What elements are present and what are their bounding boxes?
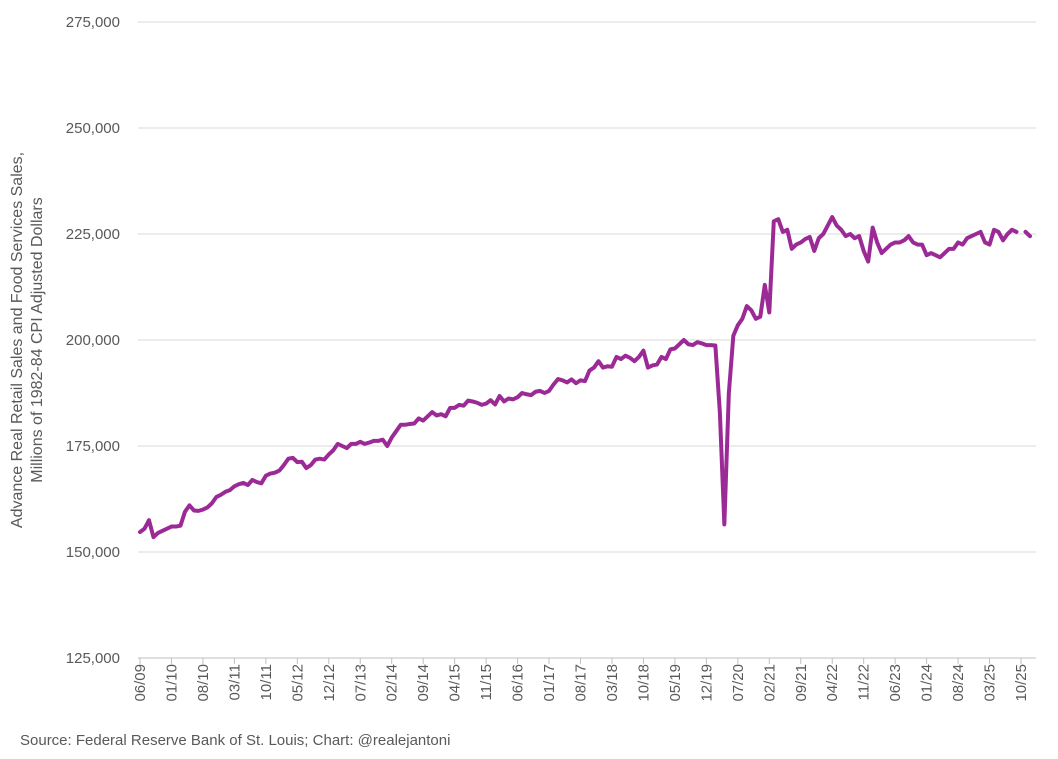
x-tick-label: 06/16	[510, 664, 527, 702]
x-tick-label: 11/22	[856, 664, 873, 700]
x-tick-label: 10/25	[1013, 664, 1030, 702]
x-tick-label: 12/12	[321, 664, 338, 702]
y-tick-label: 150,000	[66, 544, 120, 561]
x-tick-label: 10/11	[258, 664, 275, 700]
x-tick-label: 06/09	[132, 664, 149, 702]
x-tick-label: 09/21	[793, 664, 810, 702]
y-tick-label: 200,000	[66, 332, 120, 349]
y-tick-label: 250,000	[66, 120, 120, 137]
x-tick-label: 01/24	[919, 664, 936, 702]
x-tick-label: 08/17	[573, 664, 590, 702]
x-tick-label: 01/17	[541, 664, 558, 702]
source-note: Source: Federal Reserve Bank of St. Loui…	[20, 732, 450, 749]
y-tick-label: 175,000	[66, 438, 120, 455]
y-tick-label: 225,000	[66, 226, 120, 243]
x-tick-label: 03/18	[604, 664, 621, 702]
x-tick-label: 04/15	[447, 664, 464, 702]
x-tick-label: 03/11	[226, 664, 243, 700]
x-tick-label: 08/24	[950, 664, 967, 702]
y-axis-label: Advance Real Retail Sales and Food Servi…	[9, 152, 26, 528]
data-line	[138, 215, 1032, 540]
x-tick-label: 05/12	[289, 664, 306, 702]
x-tick-label: 04/22	[824, 664, 841, 702]
x-tick-label: 12/19	[698, 664, 715, 702]
y-tick-label: 125,000	[66, 650, 120, 667]
y-tick-label: 275,000	[66, 14, 120, 31]
x-tick-label: 03/25	[982, 664, 999, 702]
x-tick-label: 06/23	[887, 664, 904, 702]
x-tick-label: 10/18	[635, 664, 652, 702]
y-axis-label: Millions of 1982-84 CPI Adjusted Dollars	[29, 197, 46, 482]
x-tick-label: 08/10	[195, 664, 212, 702]
x-tick-label: 02/14	[384, 664, 401, 702]
x-tick-label: 11/15	[478, 664, 495, 700]
x-tick-label: 02/21	[761, 664, 778, 702]
x-tick-label: 07/20	[730, 664, 747, 702]
x-tick-label: 05/19	[667, 664, 684, 702]
x-tick-label: 01/10	[163, 664, 180, 702]
x-tick-label: 09/14	[415, 664, 432, 702]
x-tick-label: 07/13	[352, 664, 369, 702]
